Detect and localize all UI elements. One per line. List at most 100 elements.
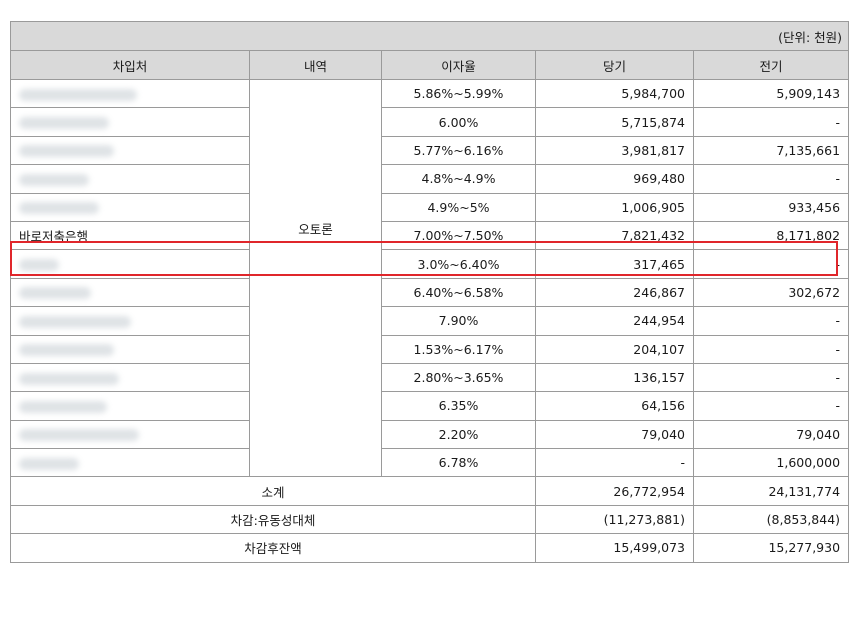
prior-cell: - [692,391,850,421]
lender-cell-redacted [10,164,250,194]
header-category: 내역 [249,50,382,80]
prior-cell: 933,456 [692,192,850,222]
table-row: 4.9%~5% 1,006,905 933,456 [10,192,850,222]
prior-cell: 1,600,000 [692,448,850,478]
redaction-blur [19,287,91,300]
redaction-blur [19,202,99,215]
prior-cell: - [692,362,850,393]
current-cell: 64,156 [535,391,694,421]
prior-cell: 302,672 [692,277,850,308]
redaction-blur [19,117,109,130]
lender-cell-redacted [10,78,250,109]
rate-cell: 5.77%~6.16% [381,135,536,166]
rate-cell: 4.8%~4.9% [381,164,536,194]
header-row: 차입처 내역 이자율 당기 전기 [10,50,850,80]
redaction-blur [19,372,119,385]
header-prior: 전기 [692,50,850,80]
redaction-blur [19,315,131,328]
current-portion-label: 차감:유동성대체 [10,504,536,535]
redaction-blur [19,457,79,470]
redaction-blur [19,145,114,158]
rate-cell: 6.00% [381,107,536,137]
table-row: 3.0%~6.40% 317,465 - [10,249,850,279]
header-rate: 이자율 [381,50,536,80]
lender-cell-redacted [10,334,250,364]
table-row-highlighted: 바로저축은행 7.00%~7.50% 7,821,432 8,171,802 [10,220,850,251]
table-row: 7.90% 244,954 - [10,306,850,336]
lender-cell-redacted [10,192,250,222]
lender-cell-redacted [10,306,250,336]
current-cell: 3,981,817 [535,135,694,166]
table-row: 6.00% 5,715,874 - [10,107,850,137]
unit-label: (단위: 천원) [9,21,850,51]
lender-cell-redacted [10,135,250,166]
rate-cell: 4.9%~5% [381,192,536,222]
prior-cell: - [692,164,850,194]
net-balance-row: 차감후잔액 15,499,073 15,277,930 [10,533,850,563]
table-row: 5.77%~6.16% 3,981,817 7,135,661 [10,135,850,166]
rate-cell: 1.53%~6.17% [381,334,536,364]
current-cell: 244,954 [535,306,694,336]
table-row: 6.35% 64,156 - [10,391,850,421]
lender-cell: 바로저축은행 [10,220,250,251]
lender-cell-redacted [10,391,250,421]
current-cell: 7,821,432 [535,220,694,251]
rate-cell: 6.40%~6.58% [381,277,536,308]
subtotal-current: 26,772,954 [535,476,694,506]
rate-cell: 6.35% [381,391,536,421]
prior-cell: - [692,249,850,279]
current-cell: 969,480 [535,164,694,194]
redaction-blur [19,429,139,442]
redaction-blur [19,344,114,357]
lender-cell-redacted [10,419,250,450]
current-cell: 204,107 [535,334,694,364]
net-balance-current: 15,499,073 [535,533,694,563]
rate-cell: 2.80%~3.65% [381,362,536,393]
current-cell: 317,465 [535,249,694,279]
borrowings-table: (단위: 천원) 차입처 내역 이자율 당기 전기 오토론 5.86%~5.99… [9,21,850,563]
prior-cell: - [692,107,850,137]
prior-cell: 7,135,661 [692,135,850,166]
current-cell: - [535,448,694,478]
prior-cell: 79,040 [692,419,850,450]
net-balance-prior: 15,277,930 [692,533,850,563]
lender-cell-redacted [10,362,250,393]
rate-cell: 3.0%~6.40% [381,249,536,279]
subtotal-prior: 24,131,774 [692,476,850,506]
table-row: 2.20% 79,040 79,040 [10,419,850,450]
current-cell: 1,006,905 [535,192,694,222]
prior-cell: 8,171,802 [692,220,850,251]
current-cell: 5,715,874 [535,107,694,137]
redaction-blur [19,88,137,101]
prior-cell: 5,909,143 [692,78,850,109]
current-cell: 5,984,700 [535,78,694,109]
current-cell: 246,867 [535,277,694,308]
redaction-blur [19,259,59,272]
lender-cell-redacted [10,107,250,137]
prior-cell: - [692,306,850,336]
unit-row: (단위: 천원) [9,21,850,51]
rate-cell: 5.86%~5.99% [381,78,536,109]
rate-cell: 7.00%~7.50% [381,220,536,251]
current-cell: 136,157 [535,362,694,393]
net-balance-label: 차감후잔액 [10,533,536,563]
header-lender: 차입처 [10,50,250,80]
table-row: 1.53%~6.17% 204,107 - [10,334,850,364]
header-current: 당기 [535,50,694,80]
redaction-blur [19,173,89,186]
lender-cell-redacted [10,249,250,279]
table-row: 6.40%~6.58% 246,867 302,672 [10,277,850,308]
table-row: 2.80%~3.65% 136,157 - [10,362,850,393]
rate-cell: 7.90% [381,306,536,336]
table-row: 오토론 5.86%~5.99% 5,984,700 5,909,143 [10,78,850,478]
rate-cell: 2.20% [381,419,536,450]
redaction-blur [19,400,107,413]
lender-cell-redacted [10,448,250,478]
lender-cell-redacted [10,277,250,308]
subtotal-row: 소계 26,772,954 24,131,774 [10,476,850,506]
current-cell: 79,040 [535,419,694,450]
table-row: 6.78% - 1,600,000 [10,448,850,478]
current-portion-prior: (8,853,844) [692,504,850,535]
table-row: 4.8%~4.9% 969,480 - [10,164,850,194]
current-portion-row: 차감:유동성대체 (11,273,881) (8,853,844) [10,504,850,535]
